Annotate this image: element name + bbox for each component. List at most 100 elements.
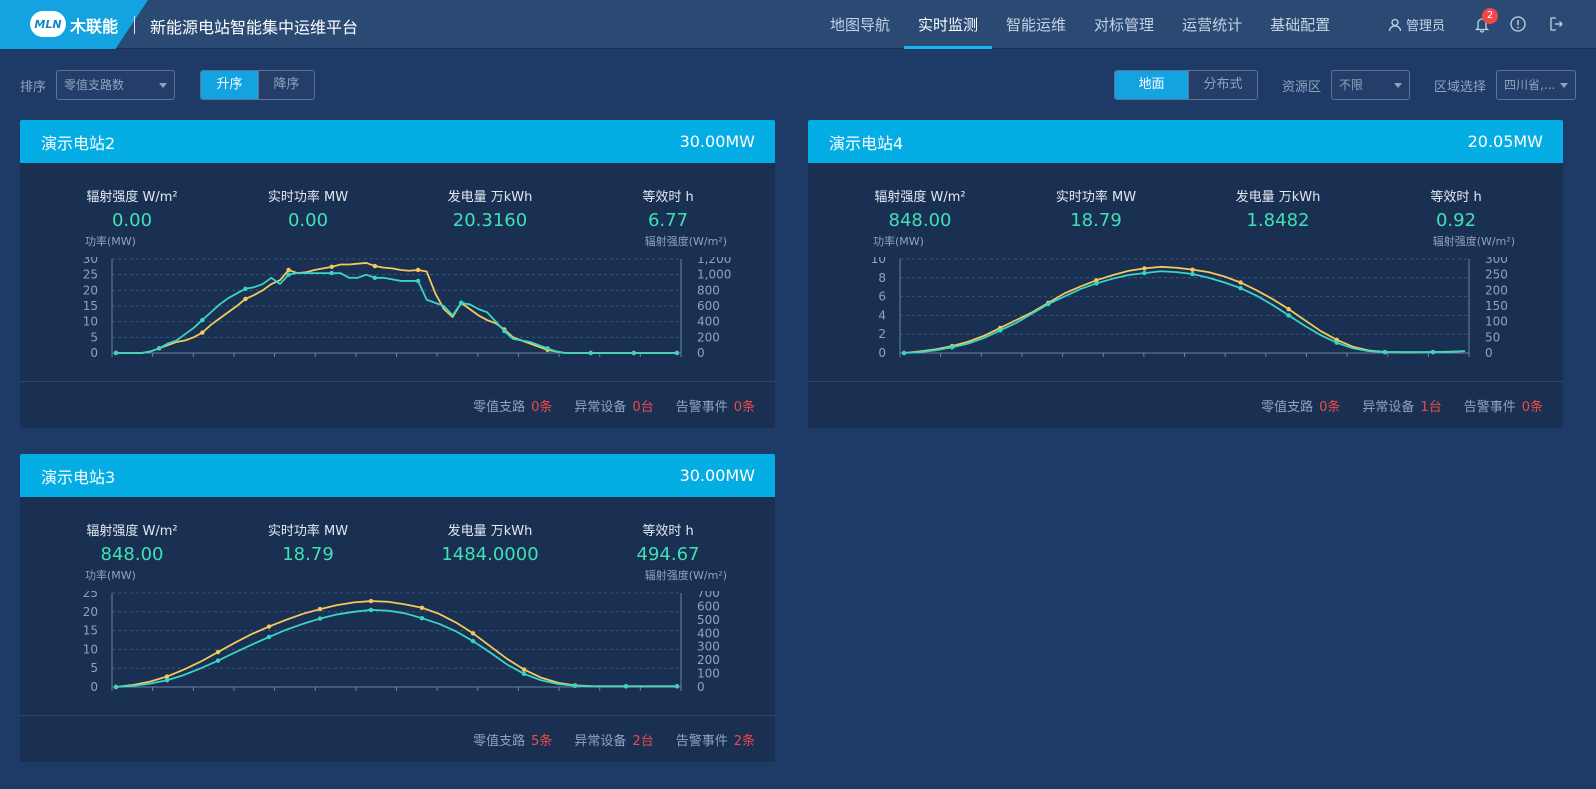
- title-divider: [134, 16, 135, 34]
- left-tick-label: 20: [83, 605, 98, 619]
- left-axis-unit: 功率(MW): [85, 569, 136, 582]
- data-point: [1142, 270, 1147, 276]
- stat-energy: 发电量 万kWh 1.8482: [1208, 186, 1348, 231]
- data-point: [502, 328, 507, 334]
- nav-realtime-monitor[interactable]: 实时监测: [904, 0, 993, 49]
- alarm-count: 0条: [1521, 400, 1543, 415]
- user-name: 管理员: [1406, 19, 1446, 34]
- station-name: 演示电站2: [41, 133, 116, 153]
- card-header: 演示电站3 30.00MW: [20, 454, 775, 497]
- station-card[interactable]: 演示电站4 20.05MW 辐射强度 W/m² 848.00 实时功率 MW 1…: [808, 120, 1563, 428]
- stat-value: 18.79: [282, 544, 334, 565]
- station-capacity: 30.00MW: [679, 466, 755, 485]
- stat-value: 848.00: [100, 544, 164, 565]
- logout-icon[interactable]: [1547, 15, 1565, 33]
- right-tick-label: 150: [1485, 299, 1508, 313]
- desc-button[interactable]: 降序: [258, 71, 314, 99]
- data-point: [372, 263, 378, 269]
- zero-branch-stat: 零值支路 0条: [473, 396, 552, 415]
- stat-power: 实时功率 MW 18.79: [1026, 186, 1166, 231]
- station-name: 演示电站3: [41, 467, 116, 487]
- zero-branch-stat: 零值支路 5条: [473, 730, 552, 749]
- user-icon: [1388, 18, 1402, 31]
- data-point: [329, 264, 334, 270]
- data-point: [200, 317, 205, 323]
- zero-branch-stat: 零值支路 0条: [1261, 396, 1340, 415]
- right-axis-unit: 辐射强度(W/m²): [1432, 235, 1515, 248]
- abnormal-count: 1台: [1420, 400, 1442, 415]
- alarm-event-stat: 告警事件 2条: [676, 730, 755, 749]
- data-point: [156, 346, 162, 351]
- resource-value: 不限: [1339, 78, 1364, 92]
- info-icon[interactable]: [1509, 15, 1527, 33]
- nav-base-config[interactable]: 基础配置: [1270, 16, 1331, 34]
- left-tick-label: 0: [878, 346, 886, 359]
- sort-order-toggle: 升序 降序: [200, 70, 315, 100]
- data-point: [623, 684, 629, 689]
- abnormal-label: 异常设备: [574, 400, 627, 415]
- zero-branch-count: 5条: [531, 734, 553, 749]
- distributed-button[interactable]: 分布式: [1188, 71, 1257, 99]
- station-card[interactable]: 演示电站3 30.00MW 辐射强度 W/m² 848.00 实时功率 MW 1…: [20, 454, 775, 762]
- left-tick-label: 25: [83, 268, 98, 282]
- data-point: [1190, 271, 1195, 277]
- series-line: [115, 600, 677, 688]
- nav-operation-stats[interactable]: 运营统计: [1182, 16, 1243, 34]
- alarm-label: 告警事件: [675, 734, 728, 749]
- data-point: [1382, 349, 1388, 355]
- top-bar: MLN 木联能 新能源电站智能集中运维平台 地图导航 实时监测 智能运维 对标管…: [0, 0, 1596, 49]
- stat-value: 6.77: [647, 210, 689, 231]
- zero-branch-label: 零值支路: [473, 734, 526, 749]
- data-point: [243, 296, 248, 302]
- data-point: [113, 684, 119, 690]
- nav-smart-om[interactable]: 智能运维: [1006, 16, 1067, 34]
- right-tick-label: 700: [697, 591, 720, 600]
- station-card[interactable]: 演示电站2 30.00MW 辐射强度 W/m² 0.00 实时功率 MW 0.0…: [20, 120, 775, 428]
- asc-button[interactable]: 升序: [201, 71, 258, 99]
- nav-benchmark[interactable]: 对标管理: [1094, 16, 1155, 34]
- data-point: [545, 346, 550, 351]
- resource-select[interactable]: 不限: [1331, 70, 1410, 100]
- right-tick-label: 0: [1485, 346, 1493, 359]
- stat-value: 0.00: [111, 210, 153, 231]
- data-point: [215, 658, 221, 663]
- abnormal-count: 2台: [632, 734, 654, 749]
- series-line: [903, 265, 1466, 354]
- ground-button[interactable]: 地面: [1115, 71, 1188, 99]
- stats-row: 辐射强度 W/m² 0.00 实时功率 MW 0.00 发电量 万kWh 20.…: [20, 163, 775, 257]
- stat-label: 实时功率 MW: [1055, 190, 1137, 205]
- data-point: [459, 300, 464, 306]
- station-name: 演示电站4: [829, 133, 904, 153]
- stat-value: 1.8482: [1246, 210, 1310, 231]
- alarm-label: 告警事件: [675, 400, 728, 415]
- stat-label: 等效时 h: [642, 524, 694, 539]
- series-line: [116, 262, 677, 354]
- main-nav: 地图导航 实时监测 智能运维 对标管理 运营统计 基础配置: [816, 0, 1344, 49]
- stat-label: 辐射强度 W/m²: [86, 190, 178, 205]
- right-tick-label: 600: [697, 299, 720, 313]
- left-tick-label: 2: [878, 327, 886, 341]
- stat-irradiance: 辐射强度 W/m² 0.00: [62, 186, 202, 231]
- nav-map[interactable]: 地图导航: [830, 16, 891, 34]
- region-value: 四川省,...: [1504, 78, 1556, 92]
- stat-label: 发电量 万kWh: [1235, 190, 1321, 205]
- left-tick-label: 5: [90, 330, 98, 344]
- region-select[interactable]: 四川省,...: [1496, 70, 1576, 100]
- left-tick-label: 15: [83, 299, 98, 313]
- data-point: [372, 275, 378, 280]
- right-tick-label: 0: [697, 346, 705, 359]
- data-point: [949, 345, 955, 350]
- data-point: [1286, 313, 1291, 318]
- right-tick-label: 300: [697, 640, 720, 654]
- left-axis-unit: 功率(MW): [873, 235, 924, 248]
- data-point: [329, 270, 334, 276]
- user-menu[interactable]: 管理员: [1388, 15, 1445, 34]
- alarm-event-stat: 告警事件 0条: [676, 396, 755, 415]
- sort-select[interactable]: 零值支路数: [56, 70, 175, 100]
- sort-label: 排序: [20, 80, 47, 95]
- stat-irradiance: 辐射强度 W/m² 848.00: [62, 520, 202, 565]
- data-point: [286, 272, 291, 277]
